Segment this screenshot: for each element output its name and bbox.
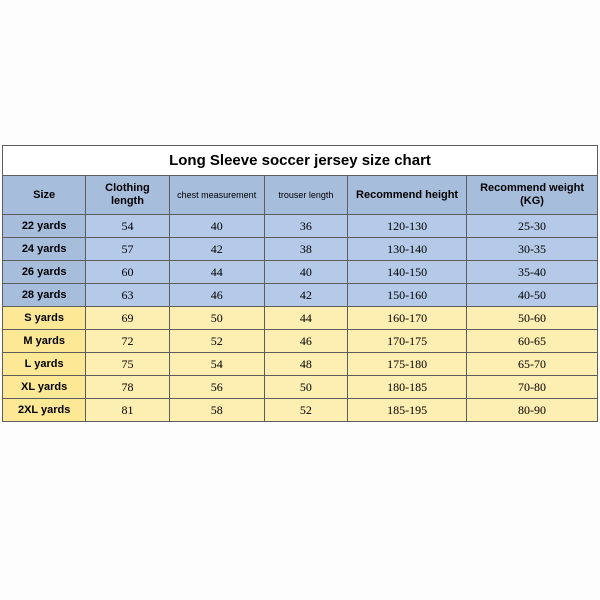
cell-value: 25-30 <box>467 215 598 238</box>
cell-value: 36 <box>264 215 347 238</box>
table-row: 22 yards544036120-13025-30 <box>3 215 598 238</box>
column-header-row: Size Clothing length chest measurement t… <box>3 176 598 215</box>
cell-value: 65-70 <box>467 353 598 376</box>
cell-value: 81 <box>86 399 169 422</box>
col-clothing-length: Clothing length <box>86 176 169 215</box>
cell-value: 35-40 <box>467 261 598 284</box>
cell-value: 42 <box>264 284 347 307</box>
cell-value: 58 <box>169 399 264 422</box>
cell-value: 54 <box>169 353 264 376</box>
table-row: S yards695044160-17050-60 <box>3 307 598 330</box>
cell-value: 140-150 <box>348 261 467 284</box>
cell-value: 44 <box>264 307 347 330</box>
cell-value: 69 <box>86 307 169 330</box>
cell-value: 150-160 <box>348 284 467 307</box>
cell-value: 38 <box>264 238 347 261</box>
cell-value: 63 <box>86 284 169 307</box>
cell-size: 22 yards <box>3 215 86 238</box>
cell-value: 56 <box>169 376 264 399</box>
size-chart-wrap: Long Sleeve soccer jersey size chart Siz… <box>0 0 600 422</box>
cell-value: 78 <box>86 376 169 399</box>
cell-size: L yards <box>3 353 86 376</box>
cell-value: 50 <box>169 307 264 330</box>
cell-value: 57 <box>86 238 169 261</box>
col-size: Size <box>3 176 86 215</box>
cell-value: 185-195 <box>348 399 467 422</box>
cell-value: 72 <box>86 330 169 353</box>
cell-size: M yards <box>3 330 86 353</box>
col-trouser: trouser length <box>264 176 347 215</box>
cell-value: 40-50 <box>467 284 598 307</box>
table-row: M yards725246170-17560-65 <box>3 330 598 353</box>
cell-size: 26 yards <box>3 261 86 284</box>
cell-value: 42 <box>169 238 264 261</box>
table-row: 28 yards634642150-16040-50 <box>3 284 598 307</box>
cell-value: 46 <box>264 330 347 353</box>
table-row: 24 yards574238130-14030-35 <box>3 238 598 261</box>
table-row: 26 yards604440140-15035-40 <box>3 261 598 284</box>
cell-value: 50-60 <box>467 307 598 330</box>
cell-value: 50 <box>264 376 347 399</box>
table-row: XL yards785650180-18570-80 <box>3 376 598 399</box>
cell-value: 180-185 <box>348 376 467 399</box>
cell-value: 54 <box>86 215 169 238</box>
col-rec-weight: Recommend weight (KG) <box>467 176 598 215</box>
cell-value: 30-35 <box>467 238 598 261</box>
cell-size: S yards <box>3 307 86 330</box>
cell-value: 44 <box>169 261 264 284</box>
cell-value: 130-140 <box>348 238 467 261</box>
cell-value: 170-175 <box>348 330 467 353</box>
cell-value: 60-65 <box>467 330 598 353</box>
table-body: 22 yards544036120-13025-3024 yards574238… <box>3 215 598 422</box>
cell-value: 40 <box>264 261 347 284</box>
cell-value: 40 <box>169 215 264 238</box>
cell-value: 52 <box>264 399 347 422</box>
table-row: L yards755448175-18065-70 <box>3 353 598 376</box>
cell-size: 2XL yards <box>3 399 86 422</box>
col-rec-height: Recommend height <box>348 176 467 215</box>
cell-value: 120-130 <box>348 215 467 238</box>
cell-value: 60 <box>86 261 169 284</box>
cell-size: 24 yards <box>3 238 86 261</box>
cell-size: 28 yards <box>3 284 86 307</box>
table-row: 2XL yards815852185-19580-90 <box>3 399 598 422</box>
cell-value: 175-180 <box>348 353 467 376</box>
cell-value: 160-170 <box>348 307 467 330</box>
col-chest: chest measurement <box>169 176 264 215</box>
cell-value: 75 <box>86 353 169 376</box>
cell-size: XL yards <box>3 376 86 399</box>
table-title: Long Sleeve soccer jersey size chart <box>3 146 598 176</box>
cell-value: 52 <box>169 330 264 353</box>
cell-value: 70-80 <box>467 376 598 399</box>
size-chart-table: Long Sleeve soccer jersey size chart Siz… <box>2 145 598 422</box>
cell-value: 80-90 <box>467 399 598 422</box>
cell-value: 48 <box>264 353 347 376</box>
cell-value: 46 <box>169 284 264 307</box>
